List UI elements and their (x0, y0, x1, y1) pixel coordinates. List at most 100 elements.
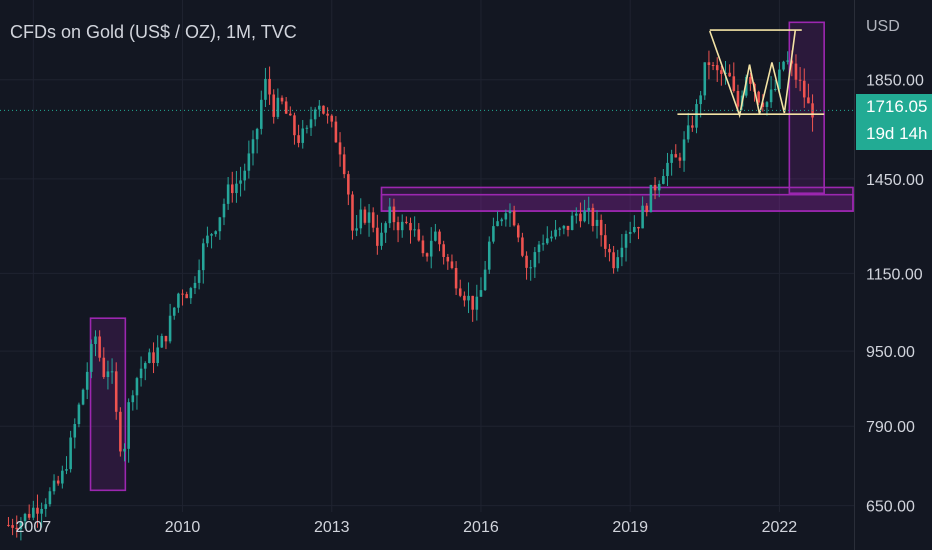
candle-body (239, 180, 242, 184)
currency-label: USD (866, 18, 900, 35)
candle-body (744, 76, 748, 96)
candle-body (61, 470, 64, 484)
y-tick-label: 1450.00 (866, 172, 924, 189)
candle-body (633, 226, 636, 232)
candle-body (409, 222, 412, 231)
candle-body (425, 253, 429, 257)
candle-body (500, 219, 503, 222)
y-tick-label: 1850.00 (866, 73, 924, 90)
candle-body (736, 90, 740, 107)
x-axis-labels: 2007 2010 2013 2016 2019 2022 (16, 519, 798, 536)
candle-body (206, 235, 209, 244)
candle-body (347, 174, 350, 195)
candle-body (185, 294, 188, 299)
last-price-value: 1716.05 (866, 97, 928, 117)
candle-body (628, 231, 632, 234)
candle-body (164, 335, 168, 342)
candle-body (15, 527, 19, 530)
candle-body (384, 223, 387, 233)
candle-body (479, 290, 483, 297)
candle-body (177, 293, 180, 308)
candle-body (612, 252, 615, 269)
candle-body (392, 206, 396, 223)
annotation-boxes (89, 21, 854, 492)
x-tick-label: 2010 (165, 519, 201, 536)
candle-body (210, 234, 213, 236)
candle-body (715, 65, 719, 71)
candle-body (69, 437, 72, 470)
candle-body (504, 213, 508, 220)
candle-body (284, 101, 288, 114)
candle-body (260, 99, 263, 129)
candle-body (305, 127, 309, 129)
candle-body (172, 307, 176, 316)
candle-body (583, 210, 586, 222)
candle-body (114, 371, 118, 412)
y-axis-labels: 650.00 790.00 950.00 1150.00 1450.00 1850.00 (866, 73, 924, 516)
candle-body (429, 240, 433, 257)
candle-body (670, 154, 673, 163)
candle-body (193, 282, 197, 289)
candle-body (160, 335, 164, 348)
candle-body (338, 142, 342, 155)
candle-body (463, 295, 466, 301)
annotation-box (380, 193, 854, 212)
candle-body (657, 183, 661, 191)
candle-body (450, 261, 454, 268)
candle-body (264, 78, 267, 100)
candle-body (666, 162, 669, 177)
x-tick-label: 2019 (612, 519, 648, 536)
candle-body (649, 184, 653, 213)
candle-body (662, 176, 665, 184)
y-tick-label: 1150.00 (866, 266, 923, 283)
candle-body (802, 80, 806, 98)
candle-body (168, 315, 172, 342)
candle-body (533, 252, 537, 268)
candle-body (297, 135, 300, 143)
candle-body (637, 226, 640, 229)
candle-body (367, 212, 371, 223)
candle-body (778, 69, 781, 90)
candle-body (761, 102, 765, 107)
x-tick-label: 2013 (314, 519, 350, 536)
candle-body (313, 109, 317, 120)
candle-body (318, 105, 321, 110)
candles (7, 50, 814, 541)
candle-body (123, 448, 126, 452)
candle-body (707, 62, 711, 65)
candle-body (73, 424, 77, 438)
candle-body (102, 357, 106, 378)
candle-body (135, 378, 139, 396)
candle-body (11, 525, 14, 528)
candle-body (65, 469, 68, 471)
candle-body (201, 243, 205, 271)
last-price-badge[interactable]: 1716.05 19d 14h (856, 94, 932, 151)
candle-body (686, 125, 690, 140)
candle-body (272, 94, 276, 117)
candle-body (342, 154, 346, 175)
candle-body (32, 507, 35, 518)
candle-body (537, 244, 541, 253)
candle-body (475, 296, 479, 310)
candle-body (376, 227, 379, 246)
candle-body (255, 128, 259, 140)
candle-body (280, 97, 284, 102)
candle-body (19, 521, 23, 530)
candle-body (230, 184, 234, 194)
candle-body (94, 336, 97, 345)
pattern-annotation (677, 29, 825, 119)
candle-body (131, 395, 135, 403)
candle-body (512, 210, 516, 226)
candle-body (711, 64, 715, 66)
candle-body (599, 219, 603, 236)
candle-body (301, 128, 305, 143)
candle-body (7, 524, 10, 526)
candle-body (181, 293, 184, 295)
candle-body (434, 231, 437, 241)
candle-body (566, 225, 570, 230)
candle-body (268, 78, 271, 95)
candle-body (442, 244, 445, 257)
x-tick-label: 2022 (762, 519, 798, 536)
candle-body (396, 222, 400, 231)
